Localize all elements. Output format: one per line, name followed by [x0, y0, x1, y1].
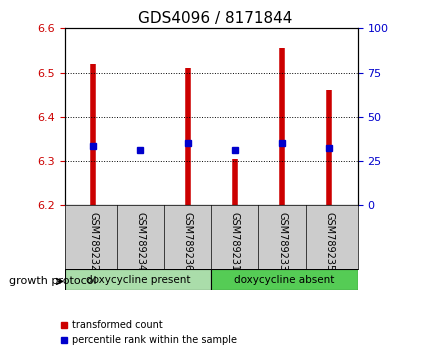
Legend: transformed count, percentile rank within the sample: transformed count, percentile rank withi…: [56, 316, 240, 349]
Text: GSM789231: GSM789231: [229, 209, 239, 272]
Text: GSM789236: GSM789236: [182, 209, 192, 272]
Text: doxycycline absent: doxycycline absent: [234, 275, 334, 285]
Text: GSM789232: GSM789232: [88, 212, 98, 271]
Text: GSM789236: GSM789236: [182, 212, 192, 271]
Text: GSM789235: GSM789235: [324, 212, 334, 271]
Text: GDS4096 / 8171844: GDS4096 / 8171844: [138, 11, 292, 25]
Text: GSM789232: GSM789232: [88, 209, 98, 272]
Text: GSM789235: GSM789235: [324, 209, 334, 272]
Text: GSM789234: GSM789234: [135, 212, 145, 271]
Bar: [211, 269, 357, 290]
Text: doxycycline present: doxycycline present: [86, 275, 190, 285]
Text: GSM789233: GSM789233: [276, 212, 286, 271]
Bar: [64, 269, 211, 290]
Text: GSM789234: GSM789234: [135, 209, 145, 272]
Text: growth protocol: growth protocol: [9, 276, 96, 286]
Text: GSM789231: GSM789231: [229, 212, 239, 271]
Text: GSM789233: GSM789233: [276, 209, 286, 272]
